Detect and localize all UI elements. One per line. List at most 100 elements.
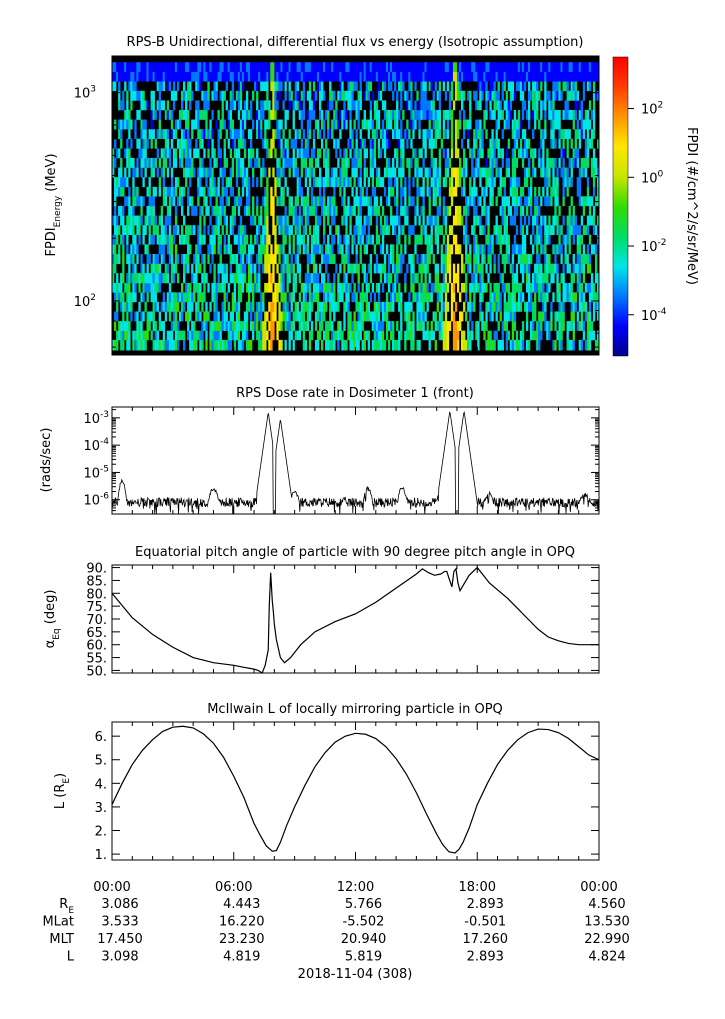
spectrogram-cell	[134, 330, 137, 341]
spectrogram-cell	[422, 196, 425, 207]
spectrogram-cell	[329, 205, 332, 216]
spectrogram-cell	[150, 311, 153, 322]
spectrogram-cell	[515, 330, 519, 341]
spectrogram-cell	[197, 186, 200, 197]
ephemeris-row-label: MLT	[49, 932, 74, 947]
spectrogram-cell	[580, 71, 584, 82]
spectrogram-cell	[383, 225, 387, 235]
spectrogram-cell	[231, 157, 235, 168]
spectrogram-cell	[450, 177, 454, 188]
spectrogram-cell	[497, 71, 500, 82]
spectrogram-cell	[428, 71, 431, 82]
spectrogram-cell	[264, 196, 267, 207]
spectrogram-cell	[572, 109, 575, 120]
spectrogram-cell	[564, 109, 567, 120]
spectrogram-cell	[499, 339, 502, 351]
spectrogram-cell	[499, 311, 502, 322]
spectrogram-cell	[146, 292, 149, 303]
spectrogram-cell	[546, 254, 549, 264]
spectrogram-cell	[227, 71, 230, 82]
spectrogram-cell	[124, 167, 127, 178]
spectrogram-cell	[410, 301, 413, 312]
spectrogram-cell	[385, 301, 389, 312]
spectrogram-cell	[144, 129, 147, 140]
spectrogram-cell	[284, 311, 287, 322]
spectrogram-cell	[365, 81, 368, 92]
spectrogram-cell	[377, 205, 381, 216]
spectrogram-cell	[243, 62, 247, 72]
spectrogram-cell	[130, 205, 133, 216]
spectrogram-cell	[343, 196, 346, 207]
spectrogram-cell	[337, 244, 340, 255]
spectrogram-cell	[310, 273, 314, 284]
spectrogram-cell	[552, 129, 555, 140]
spectrogram-cell	[434, 109, 437, 120]
spectrogram-cell	[223, 215, 226, 226]
spectrogram-cell	[554, 215, 557, 226]
spectrogram-cell	[189, 196, 192, 207]
spectrogram-cell	[114, 71, 117, 82]
spectrogram-cell	[576, 186, 580, 197]
spectrogram-cell	[260, 254, 263, 264]
spectrogram-cell	[371, 90, 375, 101]
spectrogram-cell	[339, 148, 342, 159]
spectrogram-cell	[349, 311, 352, 322]
spectrogram-cell	[509, 177, 513, 188]
spectrogram-cell	[379, 225, 383, 235]
spectrogram-cell	[394, 215, 397, 226]
spectrogram-cell	[176, 292, 180, 303]
spectrogram-cell	[270, 273, 273, 284]
spectrogram-cell	[456, 177, 460, 188]
spectrogram-cell	[180, 62, 184, 72]
spectrogram-cell	[434, 119, 437, 130]
spectrogram-cell	[333, 71, 336, 82]
spectrogram-cell	[503, 186, 506, 197]
spectrogram-cell	[532, 71, 535, 82]
spectrogram-cell	[327, 119, 330, 130]
spectrogram-cell	[402, 225, 405, 235]
ephemeris-row-label: MLat	[42, 915, 74, 930]
spectrogram-cell	[359, 321, 362, 331]
spectrogram-cell	[515, 157, 519, 168]
spectrogram-cell	[394, 148, 397, 159]
spectrogram-cell	[211, 225, 214, 235]
spectrogram-cell	[280, 244, 283, 255]
spectrogram-cell	[383, 100, 387, 111]
ephemeris-value: 4.819	[223, 950, 260, 965]
spectrogram-cell	[387, 282, 391, 293]
spectrogram-cell	[150, 196, 153, 207]
spectrogram-cell	[335, 167, 338, 178]
spectrogram-cell	[209, 196, 212, 207]
spectrogram-cell	[544, 177, 547, 188]
spectrogram-cell	[193, 273, 196, 284]
spectrogram-cell	[252, 148, 255, 159]
spectrogram-cell	[475, 90, 478, 101]
spectrogram-cell	[126, 330, 129, 341]
spectrogram-cell	[371, 167, 375, 178]
spectrogram-cell	[444, 148, 448, 159]
spectrogram-cell	[185, 254, 188, 264]
spectrogram-cell	[572, 205, 575, 216]
spectrogram-cell	[383, 311, 387, 322]
spectrogram-cell	[422, 292, 425, 303]
spectrogram-cell	[229, 90, 233, 101]
spectrogram-cell	[318, 167, 322, 178]
spectrogram-cell	[203, 234, 206, 245]
spectrogram-cell	[578, 196, 582, 207]
spectrogram-cell	[249, 244, 253, 255]
spectrogram-cell	[288, 234, 291, 245]
spectrogram-cell	[515, 71, 519, 82]
spectrogram-cell	[274, 186, 277, 197]
spectrogram-cell	[438, 177, 442, 188]
spectrogram-cell	[381, 62, 385, 72]
spectrogram-cell	[168, 109, 172, 120]
spectrogram-cell	[392, 301, 395, 312]
spectrogram-cell	[142, 273, 145, 284]
spectrogram-cell	[243, 205, 247, 216]
spectrogram-cell	[264, 205, 267, 216]
spectrogram-cell	[176, 62, 180, 72]
spectrogram-cell	[560, 321, 563, 331]
spectrogram-cell	[532, 215, 535, 226]
spectrogram-cell	[347, 311, 350, 322]
spectrogram-cell	[122, 215, 125, 226]
